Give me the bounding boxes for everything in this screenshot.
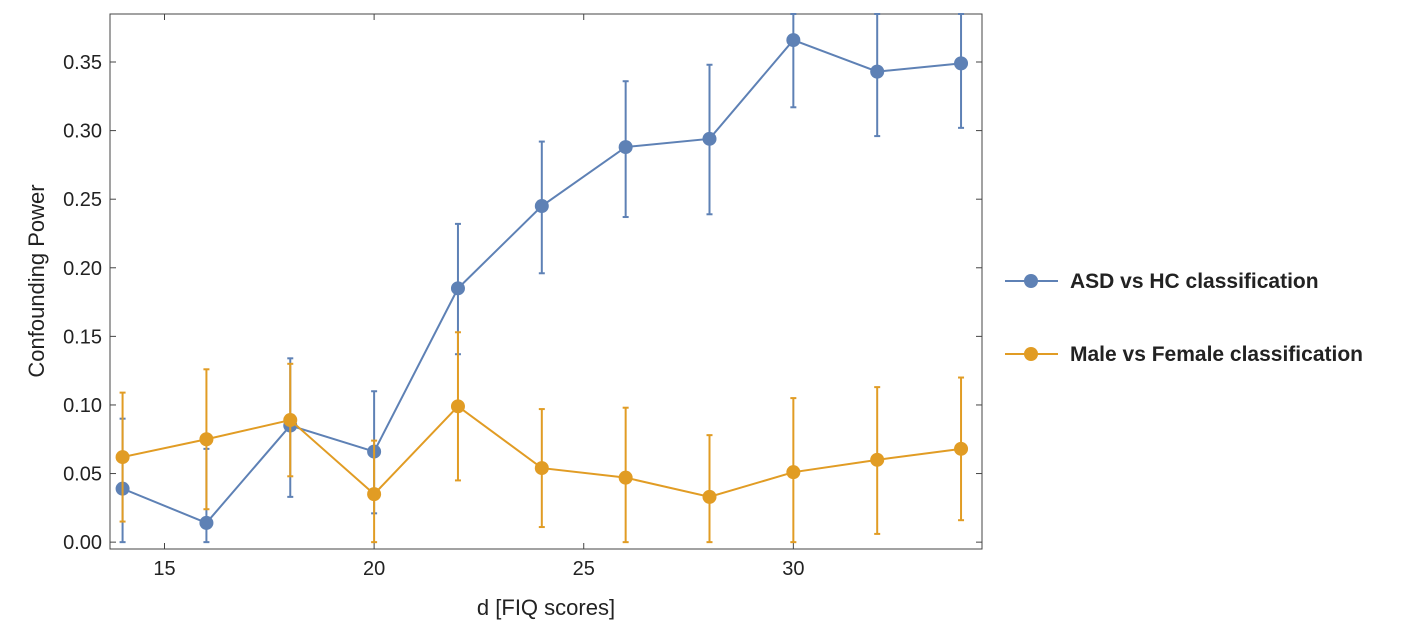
data-point: [450, 399, 465, 414]
legend-item: Male vs Female classification: [1005, 343, 1363, 366]
y-axis-title: Confounding Power: [24, 184, 49, 377]
x-tick-label: 20: [363, 558, 385, 580]
y-tick-label: 0.30: [63, 121, 102, 143]
data-point: [199, 432, 214, 447]
data-point: [786, 33, 801, 48]
legend-label: ASD vs HC classification: [1070, 270, 1319, 293]
series-layer: [115, 13, 969, 544]
data-point: [450, 281, 465, 296]
data-point: [870, 64, 885, 79]
y-tick-label: 0.35: [63, 52, 102, 74]
data-point: [115, 450, 130, 465]
data-point: [870, 452, 885, 467]
legend: ASD vs HC classification Male vs Female c…: [1005, 270, 1363, 366]
y-axis: 0.00 0.05 0.10 0.15 0.20 0.25 0.30 0.35: [63, 52, 982, 554]
data-point: [534, 199, 549, 214]
x-tick-label: 30: [782, 558, 804, 580]
y-tick-label: 0.20: [63, 258, 102, 280]
data-point: [954, 441, 969, 456]
data-point: [954, 56, 969, 71]
x-tick-label: 15: [153, 558, 175, 580]
legend-swatch-marker: [1024, 274, 1038, 288]
y-tick-label: 0.25: [63, 189, 102, 211]
legend-label: Male vs Female classification: [1070, 343, 1363, 366]
y-tick-label: 0.00: [63, 532, 102, 554]
data-point: [618, 470, 633, 485]
series-2: [115, 331, 969, 544]
data-point: [618, 140, 633, 155]
data-point: [786, 465, 801, 480]
x-axis-title: d [FIQ scores]: [477, 595, 615, 620]
x-axis: 15 20 25 30: [153, 14, 804, 580]
data-point: [367, 487, 382, 502]
legend-swatch-marker: [1024, 347, 1038, 361]
x-tick-label: 25: [573, 558, 595, 580]
y-tick-label: 0.10: [63, 395, 102, 417]
data-point: [283, 413, 298, 428]
legend-item: ASD vs HC classification: [1005, 270, 1319, 293]
data-point: [199, 515, 214, 530]
data-point: [702, 489, 717, 504]
data-point: [534, 461, 549, 476]
data-point: [702, 131, 717, 146]
plot-frame: [109, 13, 983, 550]
y-tick-label: 0.15: [63, 326, 102, 348]
y-tick-label: 0.05: [63, 464, 102, 486]
